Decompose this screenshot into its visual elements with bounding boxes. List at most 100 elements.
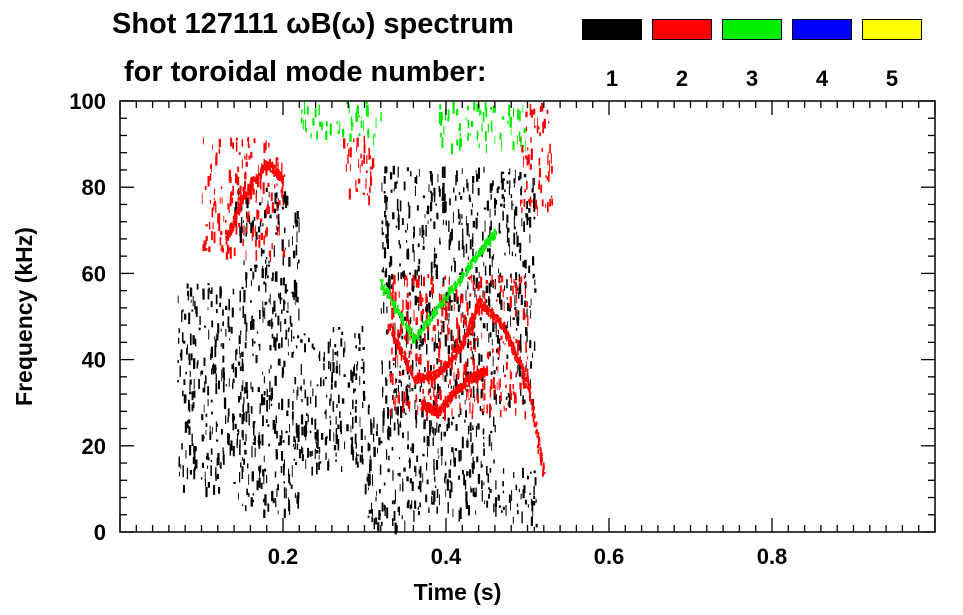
mode-curve-mark-mode-3 [409, 336, 411, 341]
spectral-mark-mode-1 [523, 399, 526, 404]
mode-curve-mark-mode-3 [394, 306, 396, 310]
spectral-mark-mode-1 [518, 176, 521, 181]
spectral-mark-mode-1 [183, 313, 187, 320]
spectral-mark-mode-2 [207, 176, 210, 187]
spectral-mark-mode-1 [196, 283, 199, 290]
spectral-mark-mode-2 [220, 186, 223, 189]
spectral-mark-mode-1 [383, 482, 386, 486]
spectral-mark-mode-3 [346, 101, 348, 104]
spectral-mark-mode-1 [287, 338, 289, 347]
spectral-mark-mode-2 [531, 199, 533, 203]
spectral-mark-mode-2 [498, 379, 500, 391]
spectral-mark-mode-1 [415, 361, 417, 367]
chart-title: Shot 127111 ωB(ω) spectrum [112, 8, 514, 40]
spectral-mark-mode-1 [274, 342, 277, 351]
spectral-mark-mode-3 [325, 121, 328, 127]
spectral-mark-mode-1 [292, 336, 295, 339]
spectral-mark-mode-1 [240, 391, 242, 400]
spectral-mark-mode-2 [276, 203, 278, 207]
mode-curve-mark-mode-2 [476, 377, 479, 383]
mode-curve-mark-mode-2 [528, 386, 530, 390]
spectral-mark-mode-1 [398, 379, 401, 383]
spectral-mark-mode-1 [533, 526, 535, 533]
mode-curve-mark-mode-3 [475, 255, 477, 259]
spectral-mark-mode-2 [391, 347, 393, 355]
spectral-mark-mode-2 [449, 379, 451, 385]
mode-curve-mark-mode-3 [442, 301, 445, 305]
spectral-mark-mode-2 [412, 274, 415, 286]
mode-curve-mark-mode-3 [402, 316, 404, 319]
spectral-mark-mode-1 [411, 500, 413, 509]
mode-curve-mark-mode-2 [533, 424, 536, 427]
mode-curve-mark-mode-2 [390, 323, 392, 328]
spectral-mark-mode-1 [293, 436, 296, 443]
spectral-mark-mode-1 [315, 433, 317, 444]
mode-curve-mark-mode-2 [272, 165, 274, 170]
mode-curve-mark-mode-2 [466, 328, 468, 331]
spectral-mark-mode-1 [247, 463, 249, 469]
spectral-mark-mode-1 [267, 424, 270, 427]
spectral-mark-mode-1 [386, 507, 389, 519]
spectral-mark-mode-2 [549, 198, 552, 207]
mode-curve-mark-mode-3 [429, 320, 431, 326]
mode-curve-mark-mode-3 [428, 318, 430, 321]
spectral-mark-mode-2 [541, 102, 544, 112]
spectral-mark-mode-2 [477, 394, 479, 404]
spectral-mark-mode-1 [423, 421, 426, 430]
spectral-mark-mode-3 [304, 119, 307, 132]
spectral-mark-mode-1 [376, 423, 378, 431]
spectral-mark-mode-2 [389, 373, 392, 383]
mode-curve-mark-mode-2 [407, 366, 410, 369]
spectral-mark-mode-1 [288, 499, 291, 512]
spectral-mark-mode-1 [214, 339, 217, 348]
spectral-mark-mode-2 [371, 164, 374, 170]
spectral-mark-mode-1 [372, 474, 373, 486]
spectral-mark-mode-2 [251, 230, 253, 241]
spectral-mark-mode-1 [294, 212, 297, 224]
mode-curve-mark-mode-2 [262, 166, 265, 170]
mode-curve-mark-mode-3 [417, 329, 420, 333]
spectral-mark-mode-1 [281, 430, 283, 439]
spectral-mark-mode-1 [189, 287, 193, 297]
spectral-mark-mode-1 [473, 337, 475, 350]
spectral-mark-mode-2 [526, 156, 529, 161]
mode-curve-mark-mode-3 [441, 300, 444, 305]
spectral-mark-mode-1 [516, 231, 518, 236]
spectral-mark-mode-2 [476, 294, 477, 301]
mode-curve-mark-mode-2 [516, 359, 518, 363]
spectral-mark-mode-1 [257, 387, 260, 392]
spectral-mark-mode-2 [348, 148, 350, 157]
spectral-mark-mode-1 [416, 455, 419, 462]
mode-curve-mark-mode-3 [487, 239, 489, 244]
mode-curve-mark-mode-3 [397, 312, 400, 315]
mode-curve-mark-mode-2 [517, 357, 520, 361]
spectral-mark-mode-1 [386, 220, 389, 229]
mode-curve-mark-mode-2 [482, 365, 485, 370]
mode-curve-mark-mode-2 [230, 222, 233, 227]
mode-curve-mark-mode-2 [393, 331, 396, 337]
mode-curve-mark-mode-2 [439, 410, 442, 416]
mode-curve-mark-mode-2 [227, 236, 230, 240]
y-tick-label: 60 [82, 261, 106, 286]
spectral-mark-mode-2 [415, 317, 418, 326]
spectral-mark-mode-1 [391, 447, 394, 451]
spectral-mark-mode-1 [411, 387, 414, 392]
mode-curve-mark-mode-2 [466, 378, 468, 382]
mode-curve-mark-mode-2 [509, 334, 511, 338]
spectral-mark-mode-2 [267, 206, 270, 214]
mode-curve-mark-mode-3 [382, 287, 384, 291]
x-axis-label: Time (s) [414, 579, 502, 605]
spectral-mark-mode-1 [336, 350, 339, 357]
mode-curve-mark-mode-3 [485, 238, 488, 243]
spectral-mark-mode-1 [227, 316, 230, 328]
spectral-mark-mode-2 [527, 368, 529, 377]
spectral-mark-mode-1 [377, 522, 380, 532]
spectral-mark-mode-1 [242, 305, 245, 318]
spectral-mark-mode-1 [521, 217, 523, 227]
mode-curve-mark-mode-3 [454, 287, 456, 291]
spectral-mark-mode-2 [405, 299, 408, 310]
spectral-mark-mode-1 [180, 463, 182, 470]
spectral-mark-mode-2 [212, 144, 214, 150]
spectral-mark-mode-2 [225, 219, 227, 223]
spectral-mark-mode-2 [512, 391, 515, 395]
